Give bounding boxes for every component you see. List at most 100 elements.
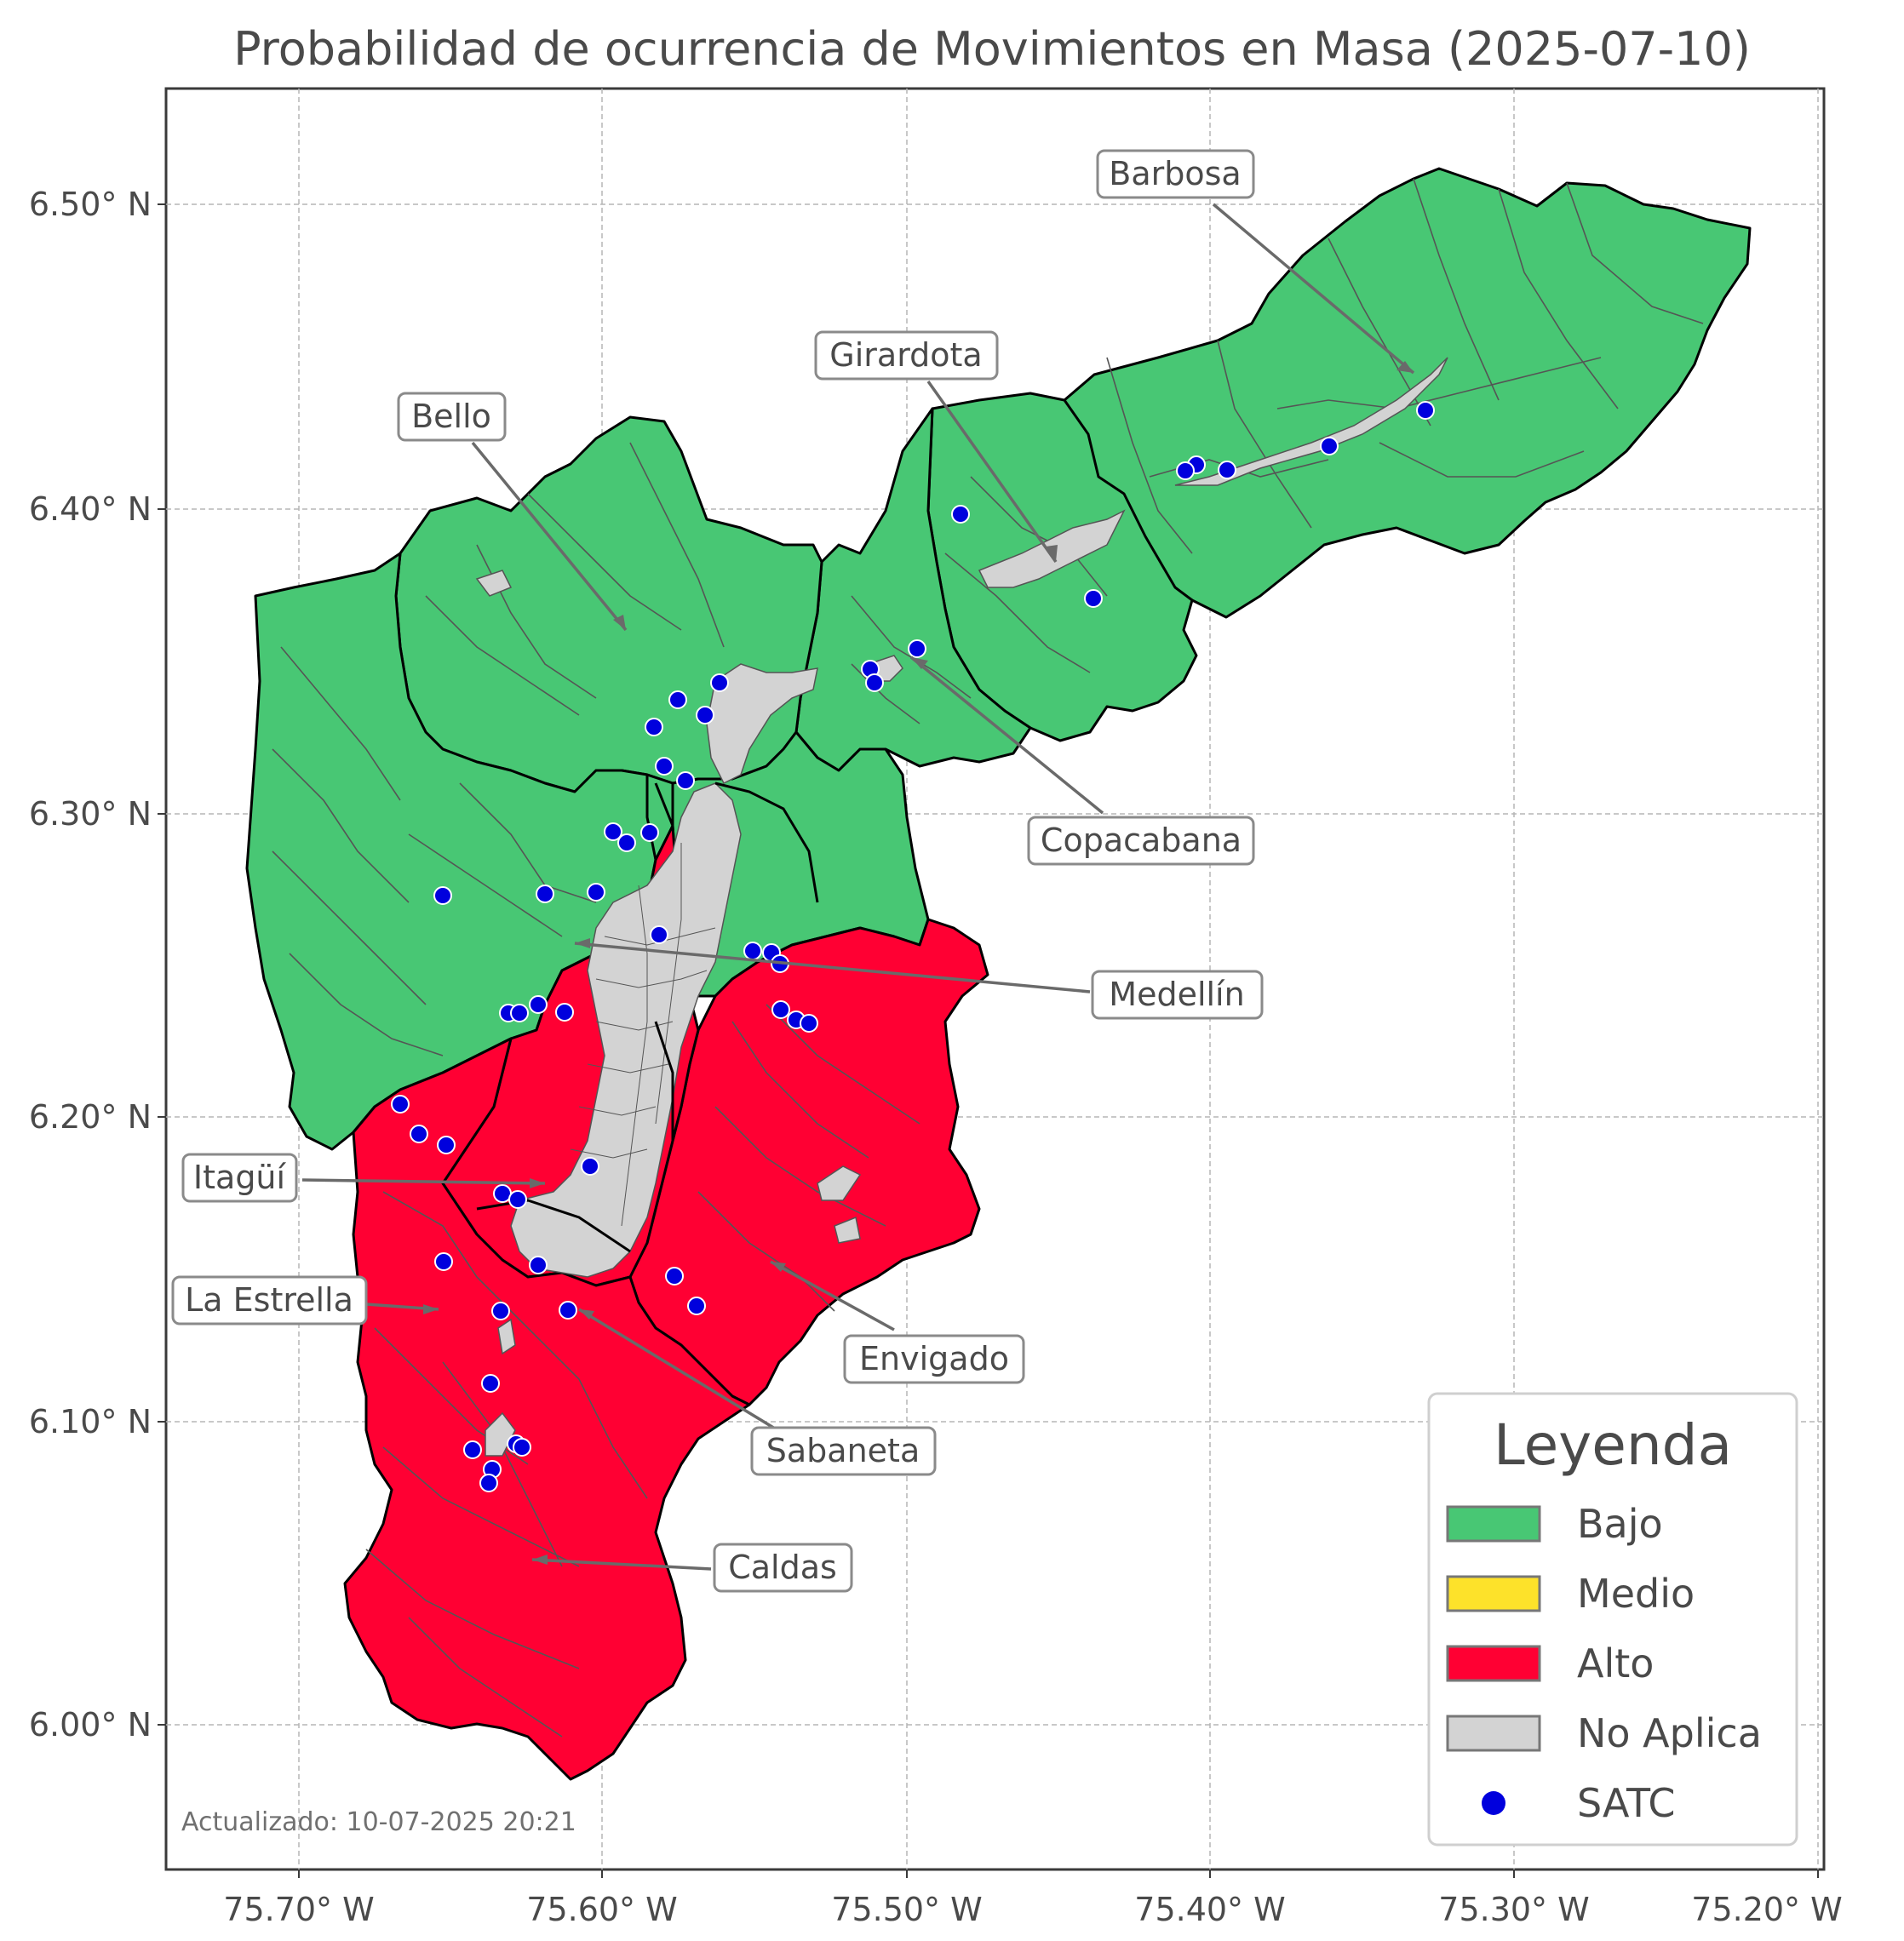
urban-small-3 bbox=[834, 1216, 861, 1244]
satc-point bbox=[555, 1003, 574, 1022]
label-caldas: Caldas bbox=[728, 1549, 837, 1586]
y-tick-label: 6.00° N bbox=[29, 1706, 152, 1743]
arrow-sabaneta bbox=[578, 1308, 776, 1430]
x-tick-label: 75.60° W bbox=[526, 1891, 677, 1928]
arrow-bello bbox=[471, 441, 628, 632]
satc-point bbox=[481, 1374, 500, 1393]
legend-label: SATC bbox=[1577, 1780, 1675, 1826]
urban-small-2 bbox=[817, 1165, 862, 1201]
urban-medellin bbox=[510, 782, 742, 1278]
label-sabaneta: Sabaneta bbox=[766, 1432, 920, 1469]
urban-barbosa bbox=[1174, 357, 1448, 486]
satc-point bbox=[604, 822, 622, 841]
satc-points bbox=[391, 401, 1435, 1492]
satc-point bbox=[391, 1095, 410, 1114]
satc-point bbox=[463, 1440, 482, 1459]
label-box-envigado bbox=[843, 1334, 1025, 1384]
satc-point bbox=[434, 1252, 453, 1271]
tick-marks bbox=[158, 203, 1819, 1878]
satc-point bbox=[508, 1190, 527, 1209]
satc-point bbox=[655, 757, 674, 776]
legend-label: Medio bbox=[1577, 1571, 1695, 1617]
arrow-medellin bbox=[574, 942, 1091, 993]
satc-point bbox=[479, 1474, 498, 1492]
satc-point bbox=[437, 1136, 456, 1154]
satc-point bbox=[650, 925, 668, 944]
satc-point bbox=[687, 1297, 706, 1315]
x-tick-label: 75.30° W bbox=[1438, 1891, 1589, 1928]
label-box-itagui bbox=[181, 1153, 298, 1203]
satc-point bbox=[908, 639, 926, 658]
label-girardota: Girardota bbox=[829, 336, 982, 374]
urban-small-1 bbox=[475, 570, 513, 597]
satc-point bbox=[710, 673, 729, 692]
callout-boxes bbox=[171, 149, 1264, 1593]
satc-point bbox=[743, 942, 762, 960]
satc-point bbox=[1320, 437, 1339, 455]
arrow-heads bbox=[423, 361, 1414, 1565]
satc-point bbox=[529, 1256, 548, 1274]
satc-point bbox=[559, 1301, 577, 1320]
label-box-girardota bbox=[814, 330, 999, 381]
x-tick-label: 75.50° W bbox=[831, 1891, 982, 1928]
label-copacabana: Copacabana bbox=[1041, 822, 1242, 859]
urban-small-4 bbox=[497, 1318, 516, 1355]
satc-point bbox=[676, 771, 695, 790]
label-itagui: Itagüí bbox=[193, 1159, 287, 1196]
satc-point bbox=[536, 885, 554, 903]
municipal-borders bbox=[476, 775, 819, 1253]
satc-point bbox=[617, 833, 636, 852]
satc-point bbox=[410, 1125, 428, 1143]
legend: Leyenda Bajo Medio Alto No Aplica SATC bbox=[1427, 1392, 1798, 1847]
x-tick-label: 75.20° W bbox=[1691, 1891, 1842, 1928]
arrow-caldas bbox=[531, 1558, 712, 1571]
satc-point bbox=[665, 1267, 684, 1285]
map-title: Probabilidad de ocurrencia de Movimiento… bbox=[233, 22, 1751, 76]
legend-label: No Aplica bbox=[1577, 1710, 1762, 1756]
legend-swatch-satc bbox=[1482, 1791, 1505, 1815]
arrow-copacabana bbox=[909, 656, 1104, 815]
internal-boundaries bbox=[272, 178, 1704, 1738]
label-bello: Bello bbox=[411, 398, 491, 435]
satc-point bbox=[640, 823, 659, 842]
satc-point bbox=[1084, 589, 1103, 608]
satc-point bbox=[491, 1302, 510, 1320]
legend-title: Leyenda bbox=[1494, 1412, 1732, 1478]
y-tick-label: 6.20° N bbox=[29, 1098, 152, 1136]
satc-point bbox=[951, 505, 970, 524]
y-tick-label: 6.10° N bbox=[29, 1403, 152, 1440]
zone-no-aplica bbox=[475, 357, 1448, 1457]
label-box-la-estrella bbox=[171, 1275, 368, 1325]
satc-point bbox=[1218, 461, 1236, 479]
satc-point bbox=[581, 1157, 599, 1176]
label-box-bello bbox=[397, 392, 507, 442]
arrow-itagui bbox=[301, 1178, 546, 1185]
satc-point bbox=[668, 690, 687, 709]
legend-swatch-no-aplica bbox=[1446, 1715, 1541, 1752]
satc-point bbox=[645, 718, 663, 736]
municipality-caldas bbox=[343, 1037, 751, 1781]
label-box-copacabana bbox=[1027, 816, 1255, 866]
satc-point bbox=[771, 1000, 790, 1019]
callout-arrows bbox=[301, 203, 1415, 1571]
y-tick-label: 6.40° N bbox=[29, 490, 152, 528]
legend-swatch-medio bbox=[1446, 1575, 1541, 1612]
x-tick-label: 75.70° W bbox=[223, 1891, 374, 1928]
label-barbosa: Barbosa bbox=[1109, 155, 1241, 192]
y-tick-label: 6.50° N bbox=[29, 186, 152, 223]
legend-label: Bajo bbox=[1577, 1501, 1663, 1547]
legend-swatch-bajo bbox=[1446, 1505, 1541, 1543]
legend-label: Alto bbox=[1577, 1640, 1654, 1686]
y-tick-label: 6.30° N bbox=[29, 795, 152, 833]
satc-point bbox=[587, 883, 605, 902]
satc-point bbox=[513, 1438, 531, 1457]
label-box-medellin bbox=[1091, 970, 1264, 1020]
urban-bello bbox=[706, 663, 818, 785]
label-envigado: Envigado bbox=[859, 1340, 1009, 1377]
label-medellin: Medellín bbox=[1109, 976, 1244, 1013]
label-box-sabaneta bbox=[750, 1426, 937, 1476]
arrow-envigado bbox=[770, 1260, 895, 1331]
satc-point bbox=[696, 706, 714, 724]
label-la-estrella: La Estrella bbox=[185, 1281, 353, 1319]
